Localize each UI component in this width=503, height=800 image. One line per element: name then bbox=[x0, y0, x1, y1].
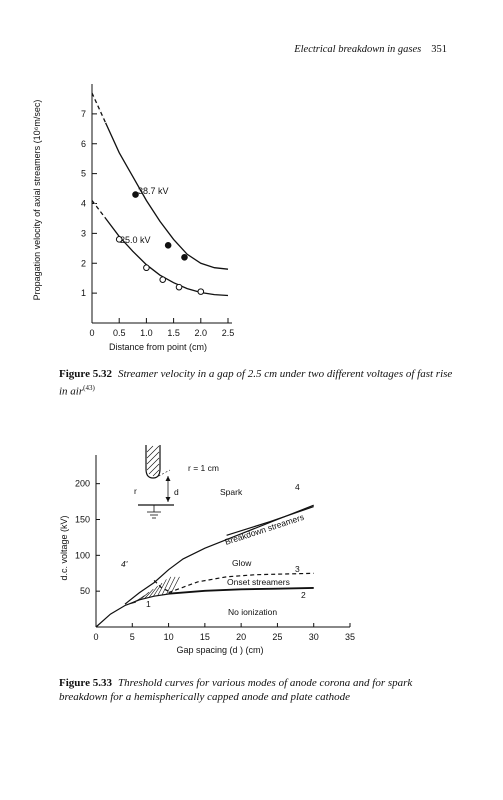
chart1-series bbox=[91, 92, 229, 297]
chart1-series-label-38-7kv: 38.7 kV bbox=[138, 186, 169, 196]
chart2-x-tick-label: 5 bbox=[130, 632, 135, 642]
chart2-y-tick-label: 200 bbox=[75, 479, 90, 489]
figure-5-32-ref: (43) bbox=[83, 384, 95, 392]
region-label-spark: Spark bbox=[220, 487, 243, 497]
chart1-y-tick-label: 7 bbox=[81, 109, 86, 119]
chart1-data-point bbox=[164, 242, 172, 249]
inset-r-label: r bbox=[134, 486, 137, 496]
figure-5-32-text: Streamer velocity in a gap of 2.5 cm und… bbox=[59, 368, 453, 398]
chart1-data-point bbox=[143, 264, 150, 272]
figure-5-32-label: Figure 5.32 bbox=[59, 368, 112, 380]
chart1-y-tick-label: 2 bbox=[81, 258, 86, 268]
chart2-hatched-region bbox=[127, 576, 180, 605]
curve-label-2: 2 bbox=[301, 590, 306, 600]
figure-5-33-text: Threshold curves for various modes of an… bbox=[59, 677, 413, 703]
chart1-data-point bbox=[115, 236, 123, 243]
chart2-hatch-line bbox=[161, 576, 172, 596]
chart2-curve-0 bbox=[95, 587, 314, 628]
chart2-curve-1 bbox=[168, 587, 314, 594]
chart2-y-tick-label: 100 bbox=[75, 550, 90, 560]
chart1-y-tick-label: 1 bbox=[81, 288, 86, 298]
chart2-axes: 0 5 10 15 20 25 30 35 50 100 150 200 bbox=[75, 455, 355, 642]
region-label-no-ionization: No ionization bbox=[228, 607, 277, 617]
chart1-y-tick-label: 4 bbox=[81, 199, 86, 209]
chart1-series-line-0 bbox=[91, 92, 229, 270]
running-head: Electrical breakdown in gases 351 bbox=[294, 44, 447, 55]
chart2-x-tick-label: 25 bbox=[272, 632, 282, 642]
region-label-glow: Glow bbox=[232, 558, 252, 568]
chart2-x-tick-label: 35 bbox=[345, 632, 355, 642]
chart2-curve-5 bbox=[226, 506, 314, 536]
chart1-data-point bbox=[175, 283, 183, 291]
chart2-x-tick-label: 0 bbox=[93, 632, 98, 642]
chart2-y-axis-label: d.c. voltage (kV) bbox=[59, 515, 69, 580]
chart2-curve-3 bbox=[124, 504, 314, 605]
chart1-x-tick-label: 0 bbox=[89, 328, 94, 338]
chart2-x-tick-label: 10 bbox=[164, 632, 174, 642]
chart2-x-tick-label: 30 bbox=[309, 632, 319, 642]
figure-5-33-caption: Figure 5.33 Threshold curves for various … bbox=[59, 676, 459, 704]
chart2-hatch-line bbox=[144, 588, 154, 599]
figure-5-33-label: Figure 5.33 bbox=[59, 677, 112, 689]
chart1-axes: 0 0.5 1.0 1.5 2.0 2.5 1 2 3 4 5 6 7 bbox=[81, 84, 234, 338]
chart1-y-tick-label: 3 bbox=[81, 228, 86, 238]
chart2-y-tick-label: 150 bbox=[75, 515, 90, 525]
chart2-series bbox=[95, 504, 314, 628]
chart1-y-tick-label: 6 bbox=[81, 139, 86, 149]
chart1-x-tick-label: 1.0 bbox=[140, 328, 153, 338]
chart1-data-point bbox=[132, 191, 139, 198]
chart2-x-axis-label: Gap spacing (d ) (cm) bbox=[176, 645, 263, 655]
chart1-series-line-1 bbox=[91, 200, 229, 297]
chart2-x-tick-label: 20 bbox=[236, 632, 246, 642]
chart2-hatch-line bbox=[140, 591, 150, 600]
chart1-y-axis-label: Propagation velocity of axial streamers … bbox=[32, 100, 42, 301]
chart1-series-label-25kv: 25.0 kV bbox=[120, 235, 151, 245]
chart1-x-tick-label: 1.5 bbox=[167, 328, 180, 338]
region-label-onset-streamers: Onset streamers bbox=[227, 577, 290, 587]
gap-arrow-up bbox=[165, 476, 171, 481]
chart1-data-point bbox=[181, 253, 188, 261]
region-label-breakdown-streamers: Breakdown streamers bbox=[224, 512, 306, 547]
chart2-hatch-line bbox=[148, 585, 158, 598]
inset-d-label: d bbox=[174, 487, 179, 497]
chart1-x-tick-label: 2.0 bbox=[195, 328, 208, 338]
electrode-inset-diagram: r = 1 cm r d bbox=[134, 445, 219, 519]
chart1-y-tick-label: 5 bbox=[81, 169, 86, 179]
figure-5-32-caption: Figure 5.32 Streamer velocity in a gap of… bbox=[59, 367, 459, 399]
chart1-x-axis-label: Distance from point (cm) bbox=[109, 342, 207, 352]
anode-hatch bbox=[146, 445, 160, 477]
anode-electrode bbox=[145, 445, 161, 479]
header-title: Electrical breakdown in gases bbox=[294, 44, 422, 55]
chart1-x-tick-label: 0.5 bbox=[113, 328, 126, 338]
inset-radius-value-label: r = 1 cm bbox=[188, 463, 219, 473]
curve-label-1: 1 bbox=[146, 599, 151, 609]
gap-arrow-down bbox=[165, 497, 171, 502]
chart2-x-tick-label: 15 bbox=[200, 632, 210, 642]
chart2-curve-4 bbox=[153, 579, 173, 594]
chart2-hatch-line bbox=[153, 582, 163, 597]
curve-label-4: 4 bbox=[295, 482, 300, 492]
chart1-series-dash-0 bbox=[91, 92, 107, 124]
chart1-series-dash-1 bbox=[91, 200, 107, 219]
page-number: 351 bbox=[431, 44, 447, 55]
chart1-data-point bbox=[159, 276, 167, 283]
curve-label-3: 3 bbox=[295, 564, 300, 574]
radius-leader bbox=[154, 469, 171, 479]
curve-label-4-prime: 4' bbox=[121, 559, 128, 569]
chart1-x-tick-label: 2.5 bbox=[222, 328, 235, 338]
chart1-data-point bbox=[197, 288, 205, 295]
chart2-y-tick-label: 50 bbox=[80, 586, 90, 596]
